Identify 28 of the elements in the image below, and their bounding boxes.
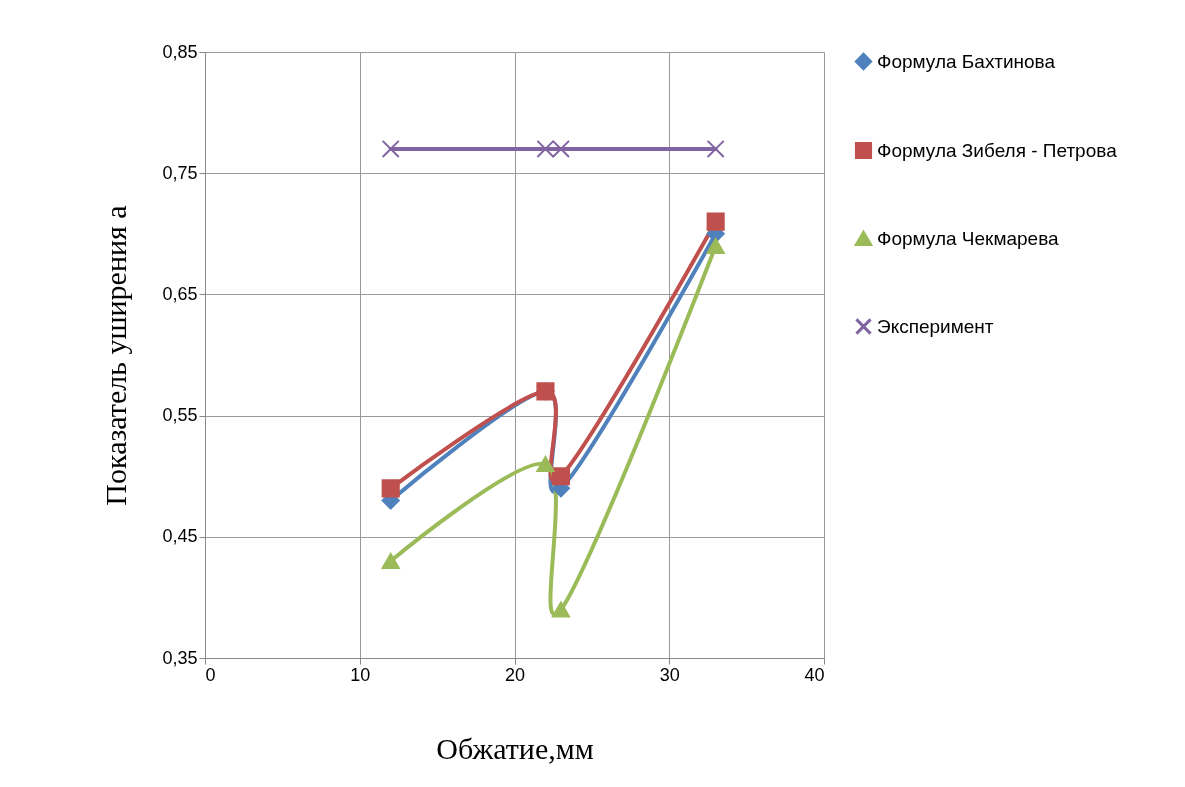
point bbox=[706, 237, 725, 254]
y-tick-label: 0,45 bbox=[162, 526, 198, 547]
point bbox=[381, 479, 400, 498]
point bbox=[551, 601, 570, 618]
point bbox=[381, 139, 400, 159]
point bbox=[706, 139, 725, 159]
x-tick-label: 0 bbox=[205, 664, 216, 685]
y-tick-label: 0,85 bbox=[162, 41, 198, 62]
x-axis-title: Обжатие,мм bbox=[436, 731, 594, 765]
y-tick-label: 0,65 bbox=[162, 283, 198, 304]
x-tick-label: 20 bbox=[504, 664, 526, 685]
x-tick-label: 40 bbox=[804, 664, 825, 685]
legend-label: Эксперимент bbox=[877, 315, 994, 337]
legend-label: Формула Чекмарева bbox=[877, 227, 1060, 249]
legend-label: Формула Зибеля - Петрова bbox=[877, 139, 1118, 161]
legend-label: Формула Бахтинова bbox=[877, 50, 1056, 72]
point bbox=[551, 467, 570, 486]
y-tick-label: 0,35 bbox=[162, 647, 198, 668]
point bbox=[381, 553, 400, 570]
point bbox=[536, 139, 555, 159]
point bbox=[536, 456, 555, 473]
x-tick-label: 10 bbox=[350, 664, 371, 685]
y-axis-title: Показатель уширения а bbox=[99, 205, 133, 506]
y-tick-label: 0,75 bbox=[162, 162, 198, 183]
point bbox=[706, 212, 725, 231]
x-tick-label: 30 bbox=[659, 664, 680, 685]
point bbox=[551, 139, 570, 159]
y-tick-label: 0,55 bbox=[162, 405, 198, 426]
